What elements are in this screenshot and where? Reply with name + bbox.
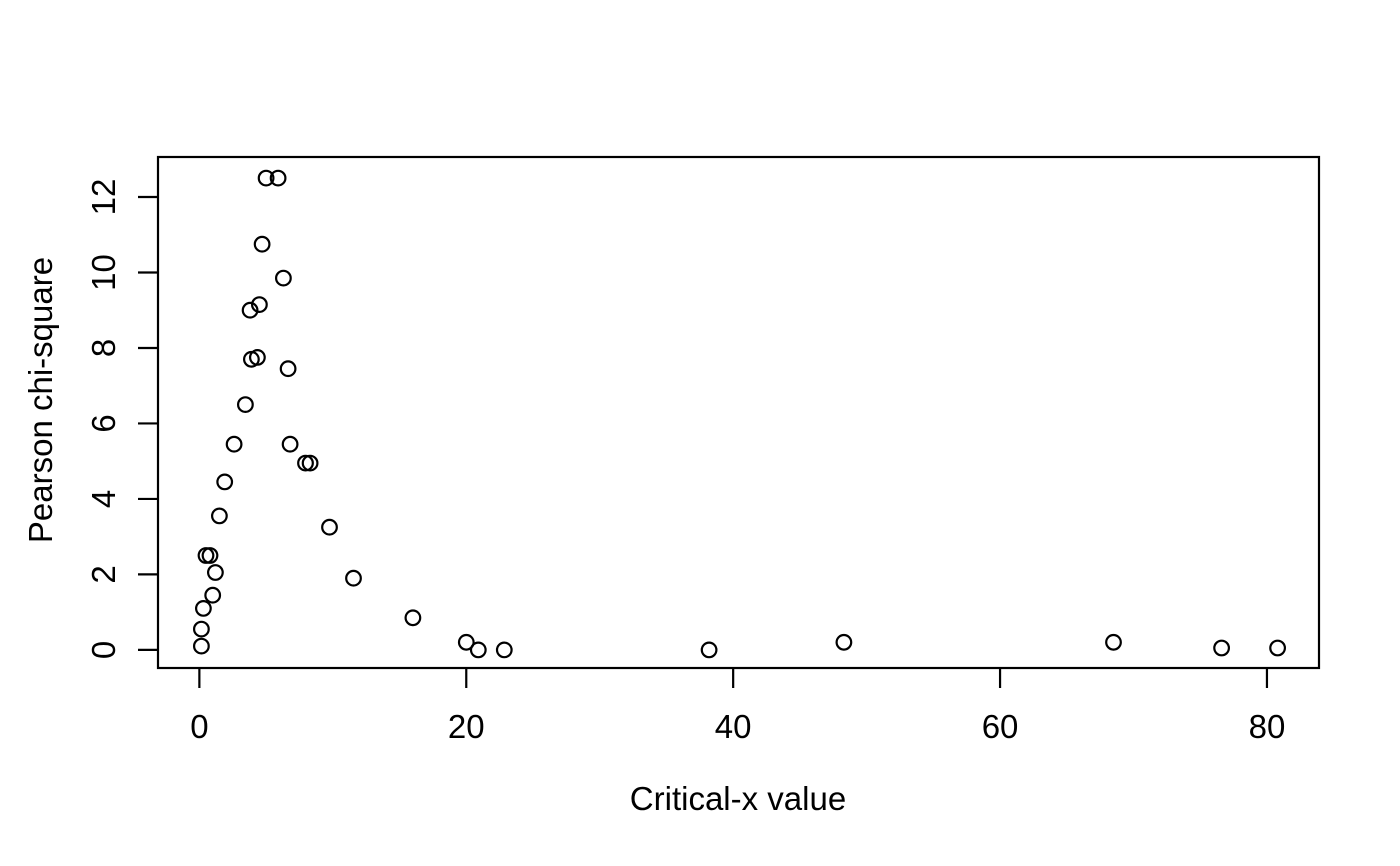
- data-point: [225, 435, 243, 453]
- plot-border: [156, 155, 1321, 670]
- data-point: [201, 547, 219, 564]
- data-points-layer: [192, 169, 1286, 659]
- y-tick-labels: 0 2 4 6 8 10 12: [85, 179, 122, 659]
- data-point: [321, 518, 338, 536]
- x-tick-labels: 0 20 40 60 80: [190, 708, 1285, 745]
- x-tick-label: 80: [1249, 708, 1286, 745]
- data-point: [469, 641, 487, 659]
- x-tick-label: 20: [448, 708, 485, 745]
- data-point: [250, 296, 268, 314]
- x-axis-ticks: [198, 668, 1269, 688]
- data-point: [210, 507, 228, 525]
- y-tick-label: 4: [85, 490, 122, 508]
- y-tick-label: 12: [85, 179, 122, 216]
- y-tick-label: 2: [85, 565, 122, 583]
- data-point: [1269, 639, 1286, 657]
- data-point: [301, 454, 319, 472]
- y-tick-label: 8: [85, 339, 122, 357]
- data-point: [204, 586, 222, 604]
- data-point: [236, 396, 254, 414]
- x-tick-label: 60: [982, 708, 1019, 745]
- data-point: [835, 633, 853, 651]
- x-tick-label: 0: [190, 708, 208, 745]
- data-point: [495, 641, 513, 659]
- data-point: [275, 269, 292, 287]
- data-point: [257, 169, 275, 187]
- data-point: [1105, 633, 1122, 651]
- data-point: [281, 435, 299, 453]
- x-tick-label: 40: [715, 708, 752, 745]
- data-point: [700, 641, 718, 659]
- data-point: [248, 349, 266, 366]
- data-point: [241, 301, 259, 319]
- x-axis-label: Critical-x value: [630, 780, 846, 817]
- y-axis-label: Pearson chi-square: [22, 257, 59, 543]
- y-axis-ticks: [138, 195, 158, 651]
- data-point: [206, 564, 224, 581]
- data-point: [269, 169, 287, 187]
- y-tick-label: 0: [85, 641, 122, 659]
- data-point: [279, 360, 297, 378]
- data-point: [194, 600, 212, 617]
- data-point: [192, 620, 210, 638]
- y-tick-label: 10: [85, 254, 122, 291]
- data-point: [192, 637, 210, 655]
- data-point: [216, 473, 234, 491]
- data-point: [253, 235, 271, 253]
- data-point: [1213, 639, 1230, 657]
- data-point: [404, 609, 422, 627]
- data-point: [457, 633, 475, 651]
- data-point: [345, 569, 362, 587]
- data-point: [297, 454, 314, 472]
- y-tick-label: 6: [85, 414, 122, 432]
